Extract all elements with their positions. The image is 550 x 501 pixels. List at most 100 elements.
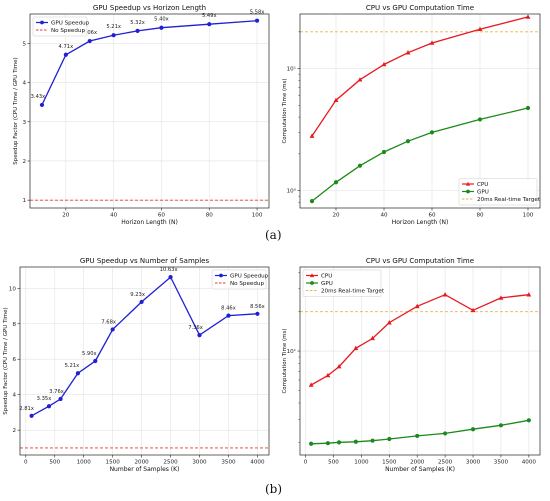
- data-point: [429, 40, 435, 45]
- chart-title: GPU Speedup vs Number of Samples: [80, 257, 210, 265]
- data-point: [357, 77, 363, 82]
- data-point: [381, 149, 387, 155]
- axes-frame: [29, 13, 270, 209]
- data-point: [387, 436, 392, 442]
- x-tick-label: 1000: [354, 460, 369, 466]
- x-tick-label: 1500: [382, 460, 397, 466]
- x-tick-label: 3000: [466, 460, 481, 466]
- plot-area: [30, 14, 269, 208]
- data-label: 3.43x: [31, 94, 46, 100]
- y-tick-label: 10: [9, 286, 17, 292]
- data-point: [386, 320, 392, 325]
- data-label: 8.46x: [221, 306, 236, 312]
- y-tick-label: 4: [12, 393, 16, 399]
- legend-label: GPU Speedup: [51, 21, 90, 27]
- data-point: [405, 50, 411, 55]
- x-tick-label: 3000: [192, 460, 207, 466]
- x-tick-label: 3500: [494, 460, 509, 466]
- legend-label: GPU Speedup: [230, 274, 269, 280]
- x-tick-label: 20: [62, 213, 70, 219]
- data-point: [309, 199, 315, 204]
- data-point: [525, 105, 531, 111]
- data-point: [63, 52, 68, 57]
- data-label: 3.35x: [37, 396, 52, 402]
- data-label: 5.21x: [65, 363, 80, 369]
- data-point: [58, 396, 63, 402]
- plot-area: [20, 267, 269, 455]
- y-tick-label: 2: [12, 428, 16, 434]
- data-point: [353, 345, 359, 351]
- x-tick-label: 40: [110, 213, 118, 219]
- data-point: [87, 38, 92, 44]
- x-tick-label: 4000: [250, 460, 265, 466]
- y-tick-label: 6: [12, 357, 16, 363]
- x-tick-label: 60: [158, 213, 166, 219]
- data-point: [526, 292, 532, 297]
- data-point: [325, 372, 331, 378]
- x-tick-label: 1000: [77, 460, 92, 466]
- data-point: [443, 431, 448, 436]
- data-point: [470, 307, 476, 313]
- data-point: [333, 97, 339, 103]
- data-label: 5.21x: [106, 24, 121, 30]
- chart-a2: 20 40 60 80 100 10⁰ 10¹ CPU vs GPU Computation …: [282, 4, 541, 226]
- data-label: 8.56x: [250, 304, 265, 310]
- legend-box: [302, 269, 382, 297]
- data-label: 10.63x: [160, 267, 178, 273]
- data-label: 5.58x: [250, 10, 265, 16]
- data-point: [135, 28, 140, 33]
- data-point: [370, 335, 375, 341]
- data-point: [415, 433, 420, 439]
- x-tick-label: 80: [206, 213, 214, 219]
- data-point: [498, 295, 504, 300]
- series-line-gpu: [311, 107, 529, 202]
- y-tick-label: 4: [22, 81, 26, 87]
- data-point: [429, 130, 435, 135]
- data-point: [357, 163, 363, 168]
- axes-frame: [19, 266, 270, 456]
- legend-marker: [466, 189, 470, 194]
- legend-label: No Speedup: [51, 28, 85, 34]
- data-point: [46, 404, 52, 409]
- x-tick-label: 2500: [163, 460, 178, 466]
- x-axis-label: Horizon Length (N): [121, 219, 178, 226]
- data-point: [325, 441, 331, 446]
- data-point: [226, 313, 231, 318]
- data-point: [498, 423, 504, 428]
- x-tick-label: 1500: [106, 460, 121, 466]
- x-tick-label: 0: [24, 460, 28, 466]
- data-point: [308, 382, 314, 387]
- data-point: [353, 439, 358, 444]
- legend-marker: [40, 20, 44, 25]
- data-point: [309, 441, 314, 446]
- data-label: 5.49x: [202, 13, 217, 19]
- panel-label-b: (b): [265, 482, 283, 496]
- data-point: [197, 333, 202, 338]
- legend-label: GPU: [321, 281, 333, 287]
- legend-box: [211, 269, 267, 290]
- legend-marker: [309, 273, 315, 278]
- legend-marker: [310, 281, 314, 285]
- x-tick-label: 80: [476, 213, 484, 219]
- y-tick-label: 10¹: [287, 348, 296, 355]
- data-label: 7.36x: [188, 325, 203, 331]
- series-line-cpu: [311, 16, 529, 137]
- data-point: [309, 133, 315, 138]
- legend-label: 20ms Real-time Target: [477, 197, 541, 203]
- data-label: 7.68x: [101, 319, 116, 325]
- chart-b2: 0 500 1000 1500 2000 2500 3000 3500 4000 10¹ CPU v…: [282, 257, 541, 473]
- plot-area: [300, 14, 540, 208]
- data-point: [139, 299, 144, 305]
- chart-a1: 3.43x 4.71x 5.06x 5.21x 5.32x 5.40x 5.49x 5.58x…: [13, 4, 270, 226]
- data-point: [168, 275, 173, 280]
- data-point: [381, 61, 387, 67]
- y-tick-label: 5: [22, 41, 26, 47]
- legend-marker: [219, 273, 223, 278]
- data-point: [75, 371, 81, 376]
- y-axis-label: Computation Time (ms): [282, 328, 288, 393]
- data-label: 5.06x: [82, 30, 97, 36]
- x-axis-label: Number of Samples (K): [385, 466, 455, 473]
- axes-frame: [299, 266, 541, 456]
